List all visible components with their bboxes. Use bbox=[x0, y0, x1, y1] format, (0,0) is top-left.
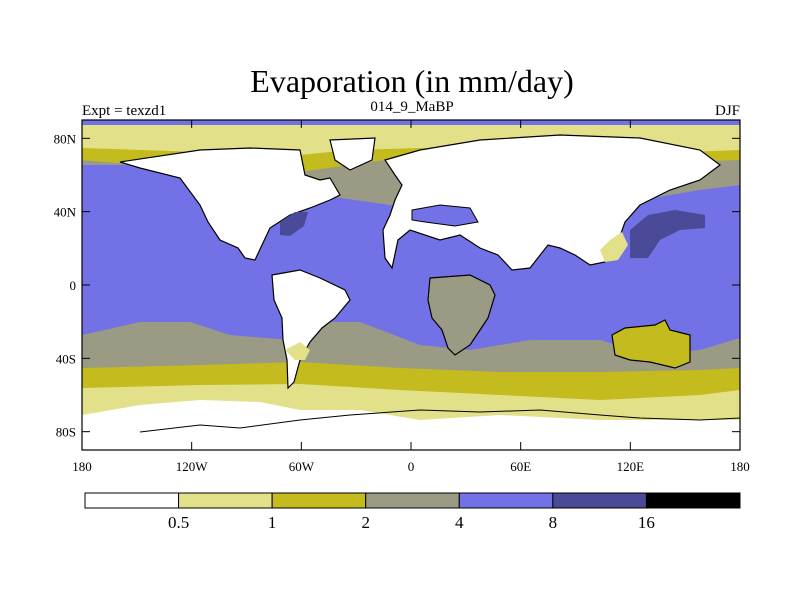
x-tick-label: 60E bbox=[510, 459, 531, 474]
y-tick-label: 80S bbox=[56, 425, 76, 440]
colorbar-label: 2 bbox=[361, 513, 370, 532]
africa-land bbox=[427, 274, 496, 356]
colorbar-box bbox=[84, 492, 180, 509]
greenland-land bbox=[329, 137, 376, 171]
experiment-label: Expt = texzd1 bbox=[82, 103, 166, 119]
map-field bbox=[82, 120, 740, 450]
tethys-seaway bbox=[411, 204, 479, 227]
x-tick-label: 120W bbox=[176, 459, 209, 474]
x-tick-label: 180 bbox=[730, 459, 750, 474]
colorbar-box bbox=[552, 492, 647, 509]
colorbar-box bbox=[645, 492, 741, 509]
chart-title: Evaporation (in mm/day) bbox=[250, 63, 573, 99]
age-label: 014_9_MaBP bbox=[370, 99, 453, 115]
x-tick-label: 60W bbox=[289, 459, 315, 474]
x-tick-label: 120E bbox=[617, 459, 645, 474]
colorbar-label: 16 bbox=[638, 513, 655, 532]
y-tick-label: 80N bbox=[54, 131, 77, 146]
season-label: DJF bbox=[715, 103, 740, 119]
colorbar-box bbox=[178, 492, 273, 509]
axis-ticks: 180 120W 60W 0 60E 120E 180 80N 40N 0 40S 80S bbox=[54, 120, 750, 474]
colorbar-box bbox=[365, 492, 460, 509]
antarctic-evap-lt-05 bbox=[82, 400, 740, 450]
colorbar-label: 8 bbox=[549, 513, 558, 532]
colorbar-box bbox=[271, 492, 367, 509]
x-tick-label: 0 bbox=[408, 459, 415, 474]
north-america-land bbox=[119, 147, 341, 261]
y-tick-label: 40N bbox=[54, 205, 77, 220]
coastal-patch-1 bbox=[600, 232, 628, 262]
colorbar-label: 1 bbox=[268, 513, 277, 532]
colorbar-box bbox=[458, 492, 554, 509]
australia-land bbox=[611, 319, 691, 369]
y-tick-label: 40S bbox=[56, 351, 76, 366]
y-tick-label: 0 bbox=[70, 278, 77, 293]
north-pacific-core-8-16 bbox=[280, 212, 308, 236]
eurasia-land bbox=[382, 134, 721, 271]
x-tick-label: 180 bbox=[72, 459, 92, 474]
colorbar-label: 4 bbox=[455, 513, 464, 532]
colorbar: 0.5 1 2 4 8 16 bbox=[84, 492, 741, 532]
colorbar-label: 0.5 bbox=[168, 513, 189, 532]
antarctica-outline bbox=[139, 409, 740, 433]
coastal-patch-2 bbox=[285, 342, 310, 360]
west-pacific-core-8-16 bbox=[630, 210, 705, 258]
